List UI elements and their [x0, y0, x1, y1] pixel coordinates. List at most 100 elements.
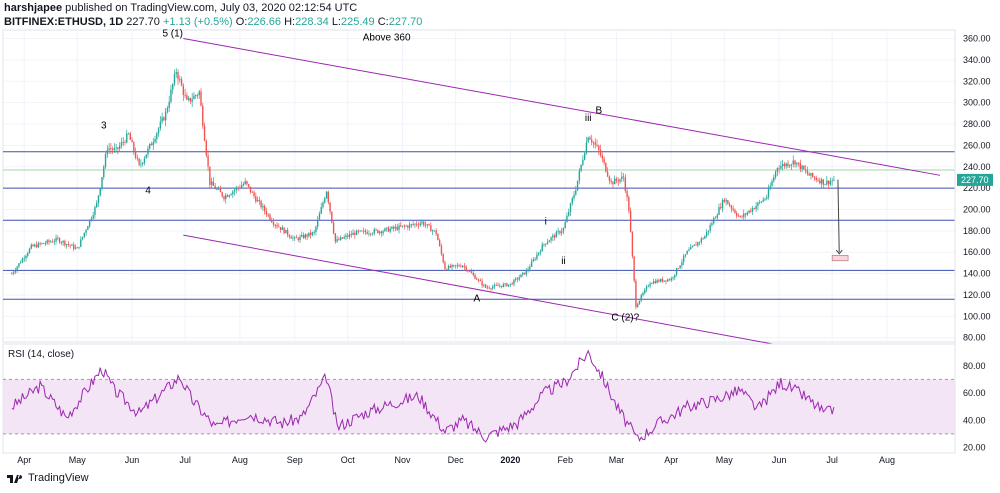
- candle-body: [541, 244, 543, 252]
- candle-body: [651, 283, 653, 285]
- candle-body: [557, 231, 559, 232]
- candle-body: [210, 181, 213, 185]
- candle-body: [819, 180, 821, 184]
- candle-body: [451, 265, 453, 268]
- price-tick-label: 160.00: [963, 247, 991, 257]
- candle-body: [697, 242, 699, 246]
- candle-body: [242, 183, 245, 186]
- candle-body: [690, 246, 692, 250]
- candle-body: [223, 196, 225, 200]
- candle-body: [217, 188, 220, 190]
- price-tick-label: 320.00: [963, 76, 991, 86]
- candle-body: [672, 277, 674, 279]
- candle-body: [458, 265, 460, 267]
- candle-body: [608, 176, 611, 181]
- last-price-marker: [957, 173, 993, 186]
- candle-body: [438, 240, 441, 246]
- tradingview-footer[interactable]: TradingView: [6, 472, 89, 484]
- candle-body: [159, 121, 162, 129]
- candle-body: [39, 243, 41, 244]
- candle-body: [536, 254, 538, 260]
- candle-body: [414, 223, 416, 225]
- candle-body: [513, 279, 515, 285]
- candle-body: [355, 230, 358, 235]
- candle-body: [12, 272, 15, 274]
- candle-body: [396, 226, 398, 230]
- candle-body: [532, 259, 535, 262]
- price-tick-label: 120.00: [963, 290, 991, 300]
- candle-body: [721, 199, 724, 209]
- candle-body: [456, 265, 459, 267]
- candle-body: [92, 214, 94, 219]
- candle-body: [318, 213, 321, 220]
- candle-body: [341, 237, 344, 239]
- candle-body: [401, 225, 404, 227]
- candle-body: [500, 285, 503, 287]
- candle-body: [329, 202, 331, 212]
- candle-body: [65, 244, 68, 246]
- candle-body: [226, 195, 229, 197]
- symbol-name[interactable]: BITFINEX:ETHUSD, 1D: [4, 16, 124, 28]
- candle-body: [674, 274, 676, 278]
- candles: [11, 68, 835, 310]
- candle-body: [767, 188, 770, 198]
- candle-body: [437, 234, 439, 241]
- wave-label: iii: [585, 113, 592, 124]
- channel-lower-line[interactable]: [183, 234, 843, 358]
- candle-body: [647, 286, 649, 287]
- projection-arrow[interactable]: [837, 179, 840, 253]
- projection-target-box[interactable]: [831, 255, 849, 262]
- time-tick-label: Aug: [232, 455, 248, 465]
- candle-body: [605, 162, 607, 172]
- candle-body: [578, 170, 581, 181]
- candle-body: [354, 232, 356, 235]
- candle-body: [514, 278, 517, 280]
- candle-body: [198, 91, 200, 96]
- candle-body: [762, 199, 764, 202]
- candle-body: [263, 206, 266, 212]
- rsi-line[interactable]: [11, 349, 835, 443]
- candle-body: [214, 185, 216, 190]
- candle-body: [375, 229, 377, 231]
- channel-upper-line[interactable]: [183, 38, 941, 176]
- rsi-pane[interactable]: [2, 343, 956, 454]
- price-tick-label: 100.00: [963, 311, 991, 321]
- time-tick-label: Nov: [395, 455, 412, 465]
- candle-body: [476, 278, 478, 280]
- candle-body: [30, 244, 32, 249]
- candle-body: [58, 238, 61, 243]
- candle-body: [53, 241, 55, 243]
- candle-body: [714, 217, 717, 219]
- candle-body: [781, 163, 784, 167]
- candle-body: [426, 224, 429, 226]
- candle-body: [530, 261, 533, 267]
- candle-body: [207, 155, 209, 167]
- candle-body: [331, 211, 333, 223]
- candle-body: [313, 232, 315, 233]
- candle-body: [612, 181, 614, 185]
- candle-body: [175, 72, 177, 74]
- publisher-name[interactable]: harshjapee: [4, 2, 63, 14]
- candle-body: [552, 235, 554, 238]
- candle-body: [67, 244, 70, 245]
- candle-body: [339, 237, 342, 241]
- candle-body: [191, 99, 193, 102]
- candle-body: [308, 232, 310, 237]
- candle-body: [21, 258, 24, 263]
- candle-body: [497, 285, 499, 286]
- candle-body: [302, 234, 305, 239]
- candle-body: [467, 270, 469, 272]
- wave-label: i: [545, 216, 547, 227]
- candle-body: [797, 162, 800, 164]
- candle-body: [704, 236, 706, 239]
- candle-body: [99, 187, 101, 196]
- candle-body: [750, 210, 752, 212]
- candle-body: [610, 180, 612, 182]
- candle-body: [136, 157, 139, 159]
- candle-body: [684, 254, 687, 257]
- candle-body: [182, 85, 185, 95]
- time-tick-label: Jul: [826, 455, 838, 465]
- candle-body: [430, 225, 432, 232]
